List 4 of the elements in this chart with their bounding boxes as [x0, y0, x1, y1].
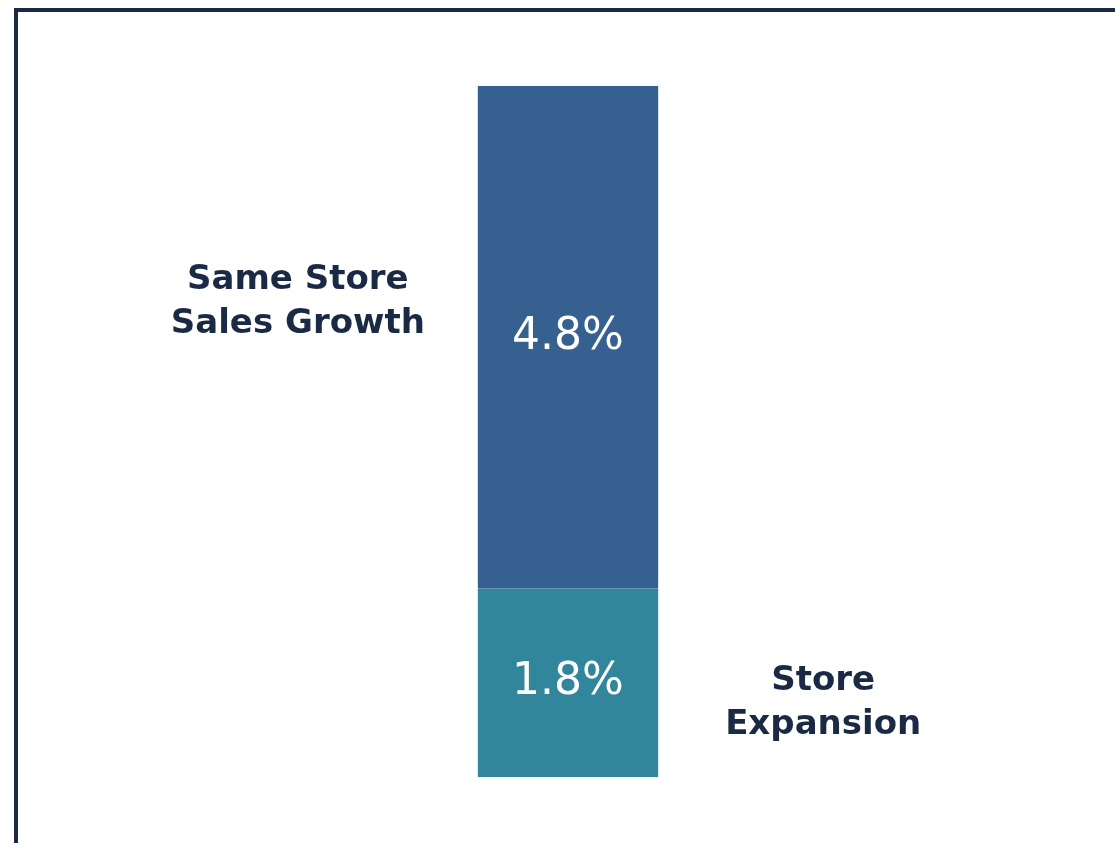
- series-label: Same Store Sales Growth: [170, 257, 425, 342]
- data-label: 1.8%: [512, 653, 624, 705]
- data-label: 4.8%: [512, 307, 624, 359]
- series-label: Store Expansion: [725, 657, 922, 742]
